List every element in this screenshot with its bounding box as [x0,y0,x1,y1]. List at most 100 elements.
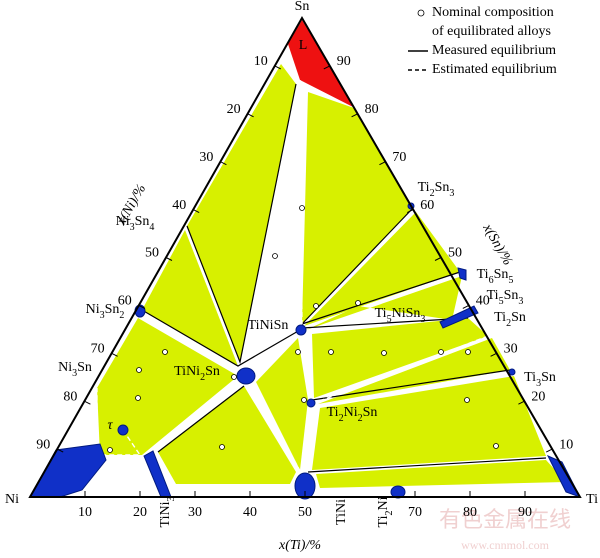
tick [518,400,525,405]
phase-label: TiNi [334,499,349,525]
tick-label: 80 [63,389,77,404]
boundary [307,457,547,473]
alloy-point [355,300,361,306]
vertex-label: Ni [5,492,19,507]
tini2sn-phase [236,367,256,385]
tick-label: 10 [254,54,268,69]
phase-label: Ni3Sn2 [86,302,125,321]
vertex-label: Ti [586,492,598,507]
tick-label: 30 [199,150,213,165]
tick-label: 70 [408,505,422,520]
phase-fields [97,20,566,488]
legend-marker [417,9,425,17]
tick-label: 90 [36,437,50,452]
phase-label: Ti2Sn [494,310,526,329]
estimated-boundary [96,388,142,456]
tick-label: 30 [504,342,518,357]
tick-label: 40 [243,505,257,520]
field [187,64,296,362]
field [306,276,462,330]
boundary [311,369,511,401]
estimated-boundary [249,329,311,483]
phase-label: Ti2Ni [376,496,395,527]
field [316,460,566,488]
alloy-point [295,349,301,355]
tick [220,161,227,166]
tick-label: 70 [392,150,406,165]
tick-label: 70 [91,342,105,357]
tick-label: 40 [172,198,186,213]
alloy-point [301,397,307,403]
tick-label: 90 [337,54,351,69]
field [142,230,238,366]
alloy-point [219,444,225,450]
phase-label: Ti5Sn3 [487,288,524,307]
vertex-label: Sn [295,0,310,14]
tick-label: 40 [476,294,490,309]
tick [379,161,386,166]
phase-label: τ [107,418,113,433]
field [97,318,238,455]
legend-text: Estimated equilibrium [432,62,557,77]
legend-text: Nominal composition [432,5,554,20]
phase-label: Ti2Ni2Sn [327,405,378,424]
tick [165,257,173,261]
field [312,376,546,470]
phase-label: Ni3Sn [58,360,92,379]
axis-label: x(Sn)/% [479,221,515,268]
phase-label: TiNiSn [248,318,289,333]
tick-label: 10 [78,505,92,520]
tick [192,209,200,214]
ti5sn3-phase [439,305,479,329]
tick [274,65,282,70]
alloy-point [493,443,499,449]
tick-label: 30 [188,505,202,520]
ti3sn-phase [508,368,516,376]
field [158,386,296,484]
tick-label: 20 [227,102,241,117]
phase-label: Ti3Sn [524,370,556,389]
phase-label: Ti5NiSn3 [375,306,426,325]
tick-label: 80 [365,102,379,117]
field [312,318,488,398]
axis-label: x(Ti)/% [278,538,321,553]
tick [462,304,470,309]
boundary [141,309,301,367]
tick-label: 60 [420,198,434,213]
boundary [157,385,245,453]
alloy-point [107,447,113,453]
tick-label: 80 [463,505,477,520]
alloy-point [299,205,305,211]
legend: Nominal composition of equilibrated allo… [408,5,557,77]
phase-label: TiNi2Sn [174,364,220,383]
tick-label: 20 [531,389,545,404]
tick [323,65,331,70]
phase-label: Ti2Sn3 [418,180,455,199]
alloy-point [272,253,278,259]
tick [111,352,118,357]
tick-label: 10 [559,437,573,452]
phase-label: TiNi3 [158,497,177,528]
tick [490,352,497,357]
tick-label: 50 [145,246,159,261]
ti2ni2sn-phase [306,398,316,408]
alloy-point [162,349,168,355]
alloy-point [313,303,319,309]
boundary [186,83,297,365]
alloy-point [328,349,334,355]
estimated-boundary [299,79,303,325]
phases [29,202,582,500]
tick-label: 50 [448,246,462,261]
watermark: 有色金属在线 [439,507,571,532]
alloy-point [438,349,444,355]
boundary [301,317,469,329]
phase-label: Ti6Sn5 [477,267,514,286]
tini-phase [294,472,316,500]
tick [247,113,254,118]
tick-label: 50 [298,505,312,520]
tinisn-phase [295,324,307,336]
field [318,338,510,404]
tick-label: 90 [518,505,532,520]
tick [406,209,414,214]
field [256,338,308,470]
